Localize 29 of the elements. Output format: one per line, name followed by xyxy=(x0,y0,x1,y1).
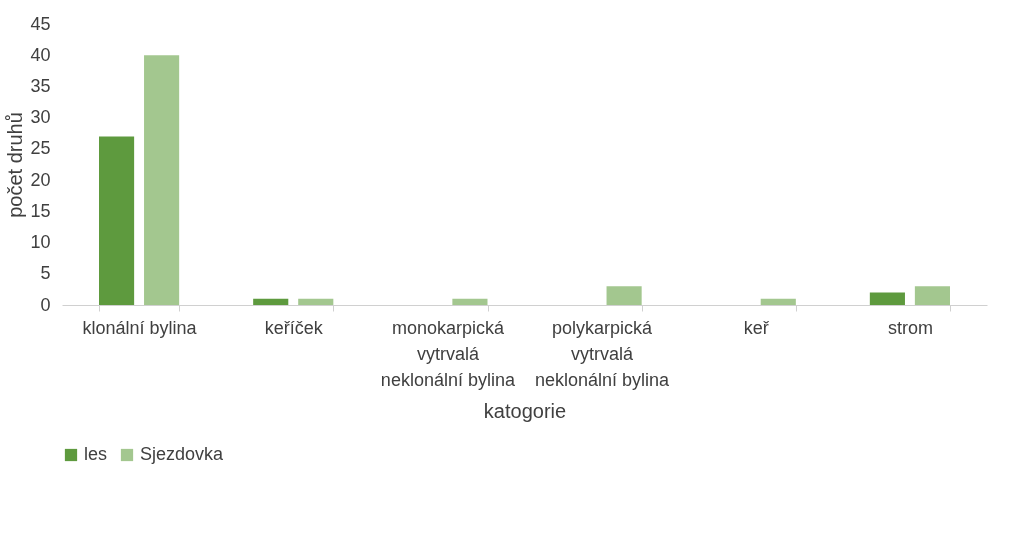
x-tick-label: klonální bylina xyxy=(82,317,198,338)
bar xyxy=(253,298,289,305)
bar xyxy=(869,292,905,305)
bar xyxy=(606,286,642,305)
y-tick-label: 5 xyxy=(40,263,51,284)
bar xyxy=(760,298,796,305)
y-tick-label: 30 xyxy=(30,107,51,128)
legend-label: les xyxy=(84,444,108,464)
bar xyxy=(298,298,334,305)
y-tick-label: 10 xyxy=(30,232,51,253)
x-tick-label: monokarpická vytrvalá neklonální bylina xyxy=(380,317,516,390)
bar xyxy=(914,286,950,305)
bar xyxy=(144,55,180,305)
x-axis-title: katogorie xyxy=(483,399,567,422)
y-tick-label: 25 xyxy=(30,138,51,159)
x-tick-label: keř xyxy=(743,317,770,338)
y-tick-label: 35 xyxy=(30,75,51,96)
legend-label: Sjezdovka xyxy=(140,444,225,464)
y-tick-label: 20 xyxy=(30,169,51,190)
x-tick-label: keříček xyxy=(264,317,324,338)
y-axis-title: počet druhů xyxy=(4,112,27,218)
bar xyxy=(99,136,135,305)
bar xyxy=(452,298,488,305)
x-tick-label: strom xyxy=(887,317,933,338)
y-tick-label: 40 xyxy=(30,44,51,65)
y-tick-label: 15 xyxy=(30,200,51,221)
y-tick-label: 45 xyxy=(30,13,51,34)
y-tick-label: 0 xyxy=(40,294,51,315)
x-tick-label: polykarpická vytrvalá neklonální bylina xyxy=(535,317,671,390)
